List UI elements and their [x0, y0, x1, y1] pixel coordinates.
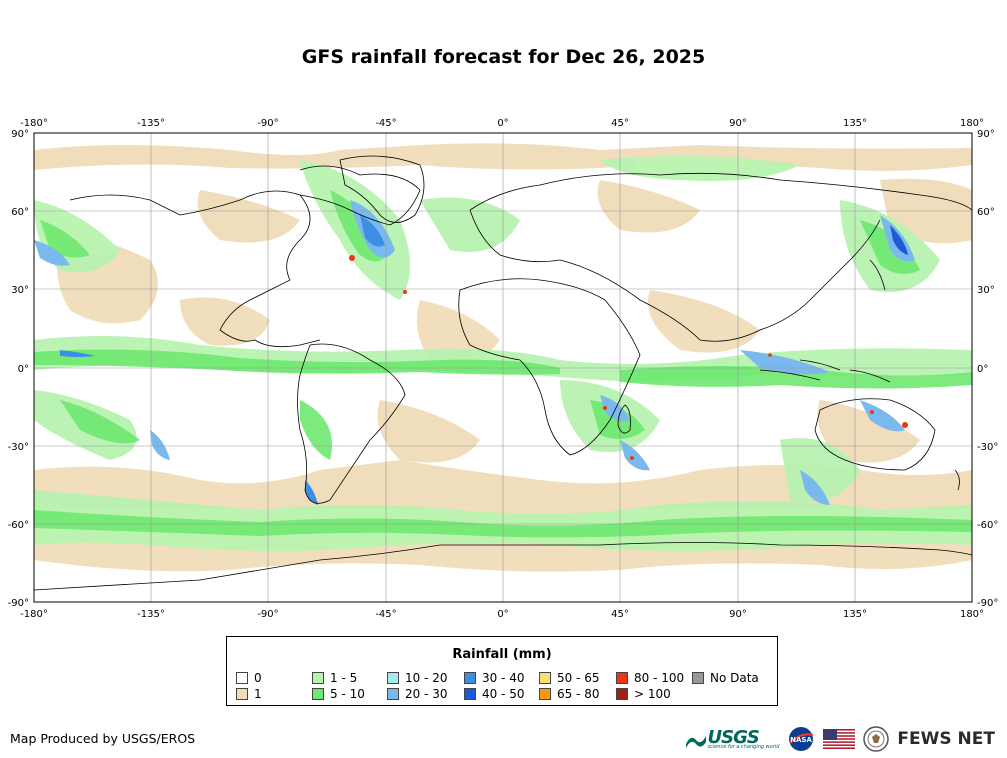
lat-label: -30°: [977, 442, 998, 453]
top-lon-labels: -180° -135° -90° -45° 0° 45° 90° 135° 18…: [20, 118, 984, 129]
right-lat-labels: 90° 60° 30° 0° -30° -60° -90°: [977, 129, 998, 609]
legend-title: Rainfall (mm): [452, 647, 552, 662]
lat-label: 0°: [18, 364, 29, 375]
lon-label: -45°: [375, 609, 396, 620]
legend-swatch: [387, 687, 399, 700]
lon-label: -90°: [257, 118, 278, 129]
left-lat-labels: 90° 60° 30° 0° -30° -60° -90°: [8, 129, 29, 609]
legend-swatch: [312, 687, 324, 700]
lon-label: 90°: [729, 609, 747, 620]
nasa-logo-icon: NASA: [789, 727, 814, 751]
legend-swatch: [387, 671, 399, 684]
lat-label: 0°: [977, 364, 988, 375]
legend-swatch: [616, 671, 628, 684]
state-dept-seal-icon: [863, 726, 890, 752]
lat-label: 30°: [11, 285, 29, 296]
lat-label: 30°: [977, 285, 995, 296]
lat-label: 90°: [977, 129, 995, 140]
lon-label: -135°: [137, 609, 165, 620]
lat-label: 60°: [11, 207, 29, 218]
legend-swatch: [539, 687, 551, 700]
lon-label: 180°: [960, 609, 984, 620]
rainfall-map: -180° -135° -90° -45° 0° 45° 90° 135° 18…: [8, 118, 999, 620]
lon-label: -135°: [137, 118, 165, 129]
lat-label: -30°: [8, 442, 29, 453]
map-frame: [33, 132, 973, 603]
lon-label: 180°: [960, 118, 984, 129]
map-title: GFS rainfall forecast for Dec 26, 2025: [301, 46, 706, 68]
lon-label: -90°: [257, 609, 278, 620]
legend-item: 40 - 50: [464, 687, 525, 701]
legend-item: No Data: [692, 671, 759, 685]
nasa-logo-text: NASA: [791, 736, 813, 744]
partner-logos: USGS science for a changing world NASA FE…: [685, 724, 995, 754]
legend-item: 20 - 30: [387, 687, 448, 701]
graticule: [34, 133, 972, 602]
legend-swatch: [539, 671, 551, 684]
legend-item: 80 - 100: [616, 671, 684, 685]
legend-swatch: [236, 687, 248, 700]
legend: Rainfall (mm) 0 1 1 - 5 5 - 10 10 - 20 2…: [226, 636, 778, 706]
lon-label: -180°: [20, 609, 48, 620]
lon-label: 135°: [843, 118, 867, 129]
lon-label: -45°: [375, 118, 396, 129]
coastlines: [34, 155, 972, 591]
map-credit: Map Produced by USGS/EROS: [10, 731, 196, 746]
legend-swatch: [312, 671, 324, 684]
legend-item: 5 - 10: [312, 687, 365, 701]
legend-item: 1 - 5: [312, 671, 357, 685]
legend-swatch: [616, 687, 628, 700]
legend-item: > 100: [616, 687, 671, 701]
lon-label: 45°: [611, 118, 629, 129]
lon-label: -180°: [20, 118, 48, 129]
legend-item: 0: [236, 671, 262, 685]
legend-swatch: [692, 671, 704, 684]
lon-label: 90°: [729, 118, 747, 129]
fews-net-logo: FEWS NET: [897, 729, 995, 749]
legend-item: 30 - 40: [464, 671, 525, 685]
legend-swatch: [464, 671, 476, 684]
lon-label: 135°: [843, 609, 867, 620]
usgs-logo: USGS science for a changing world: [685, 728, 779, 750]
lat-label: -60°: [8, 520, 29, 531]
lat-label: 90°: [11, 129, 29, 140]
legend-item: 50 - 65: [539, 671, 600, 685]
lat-label: -90°: [8, 598, 29, 609]
lon-label: 0°: [497, 118, 508, 129]
legend-swatch: [464, 687, 476, 700]
legend-item: 65 - 80: [539, 687, 600, 701]
lat-label: -90°: [977, 598, 998, 609]
us-flag-icon: [823, 729, 856, 749]
lon-label: 0°: [497, 609, 508, 620]
lat-label: -60°: [977, 520, 998, 531]
lon-label: 45°: [611, 609, 629, 620]
legend-item: 1: [236, 687, 262, 701]
bottom-lon-labels: -180° -135° -90° -45° 0° 45° 90° 135° 18…: [20, 609, 984, 620]
usgs-wave-icon: [686, 736, 707, 748]
legend-item: 10 - 20: [387, 671, 448, 685]
legend-swatch: [236, 671, 248, 684]
lat-label: 60°: [977, 207, 995, 218]
